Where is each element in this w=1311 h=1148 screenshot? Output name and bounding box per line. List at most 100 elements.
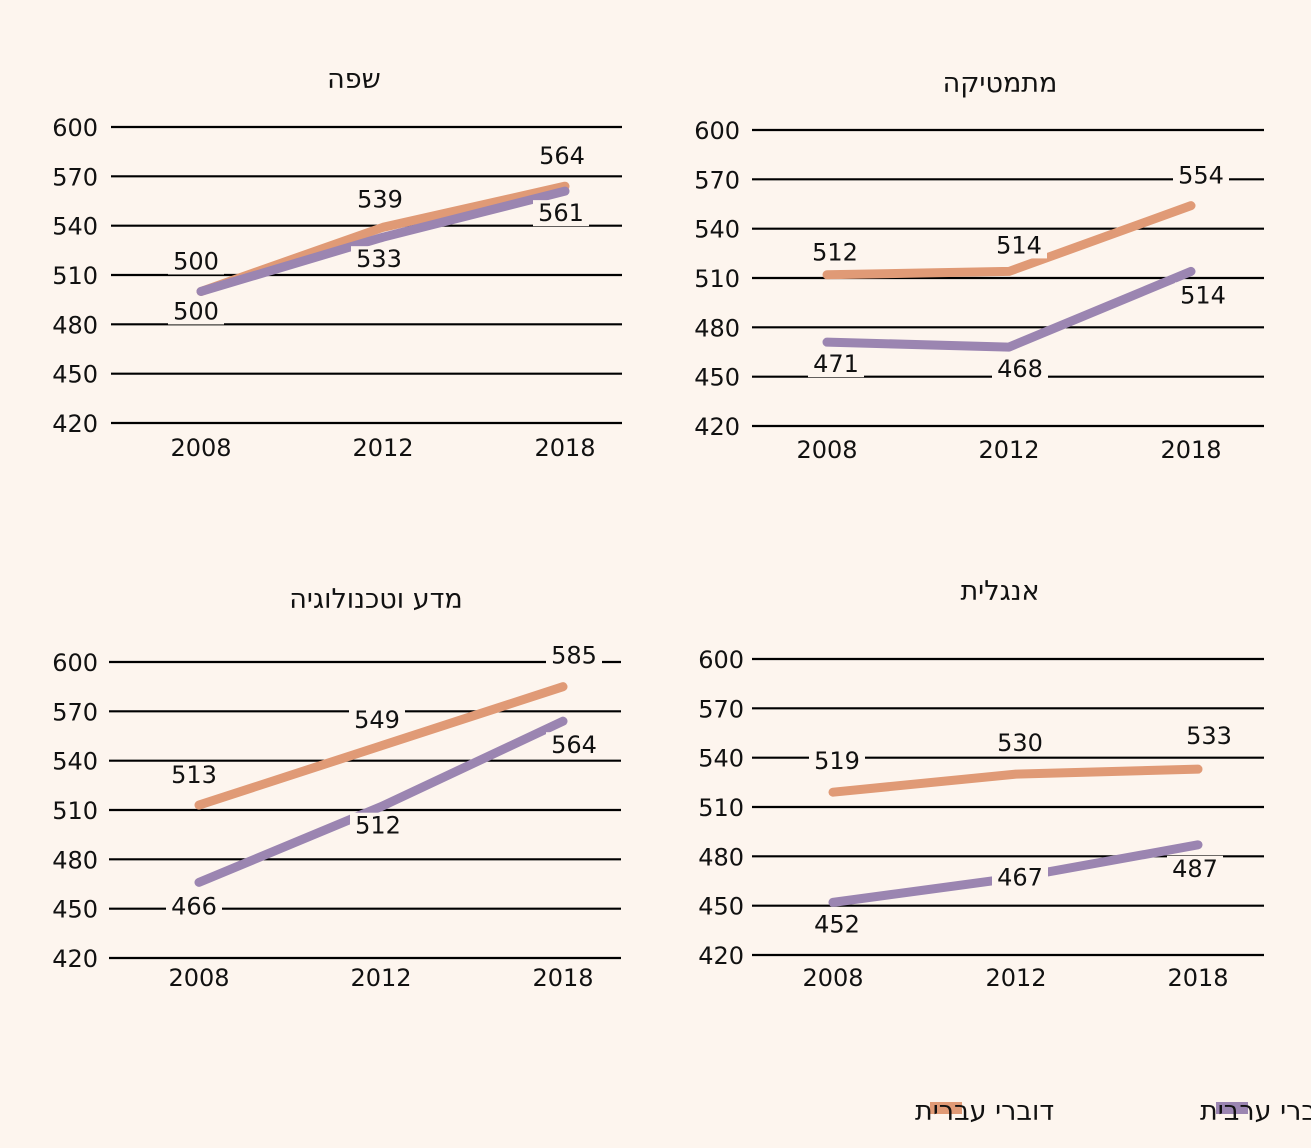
series-line-hebrew xyxy=(822,201,1196,280)
data-label-bg xyxy=(1175,282,1231,309)
y-tick-label: 420 xyxy=(52,945,98,973)
data-label-bg xyxy=(546,732,602,759)
data-label-bg xyxy=(350,812,406,839)
chart-title: מתמטיקה xyxy=(943,68,1058,99)
x-tick-label: 2008 xyxy=(168,964,229,992)
data-label-bg xyxy=(991,232,1047,259)
series-line-arabic xyxy=(196,186,570,296)
y-tick-label: 600 xyxy=(698,646,744,674)
y-tick-label: 570 xyxy=(52,698,98,726)
x-tick-label: 2008 xyxy=(802,964,863,992)
data-label-arabic: 533 xyxy=(356,245,402,273)
data-label-hebrew: 585 xyxy=(551,642,597,670)
y-tick-label: 450 xyxy=(52,361,98,389)
x-tick-label: 2012 xyxy=(978,436,1039,464)
data-label-arabic: 471 xyxy=(813,350,859,378)
x-tick-label: 2008 xyxy=(796,436,857,464)
data-label-bg xyxy=(992,356,1048,383)
series-line-hebrew xyxy=(828,764,1203,797)
legend-label-hebrew: דוברי עברית xyxy=(915,1096,1054,1127)
y-tick-label: 510 xyxy=(52,797,98,825)
y-tick-label: 480 xyxy=(698,843,744,871)
y-tick-label: 570 xyxy=(52,163,98,191)
y-tick-label: 510 xyxy=(698,794,744,822)
data-label-arabic: 514 xyxy=(1180,281,1226,309)
data-label-bg xyxy=(992,730,1048,757)
y-tick-label: 570 xyxy=(698,695,744,723)
legend-label-arabic: דוברי ערבית xyxy=(1200,1096,1311,1127)
chart-title: אנגלית xyxy=(960,576,1039,607)
data-label-arabic: 500 xyxy=(173,297,219,325)
legend-swatch-arabic xyxy=(1216,1102,1248,1114)
data-label-bg xyxy=(533,200,589,227)
data-label-bg xyxy=(349,706,405,733)
data-label-bg xyxy=(808,351,864,378)
data-label-hebrew: 512 xyxy=(812,239,858,267)
data-label-arabic: 512 xyxy=(355,812,401,840)
data-label-bg xyxy=(807,239,863,266)
y-tick-label: 600 xyxy=(52,649,98,677)
y-tick-label: 420 xyxy=(52,410,98,438)
x-tick-label: 2012 xyxy=(352,434,413,462)
y-tick-label: 540 xyxy=(52,213,98,241)
legend-item-arabic: דוברי ערבית xyxy=(1200,1096,1311,1127)
data-label-hebrew: 513 xyxy=(171,761,217,789)
x-tick-label: 2012 xyxy=(985,964,1046,992)
y-tick-label: 540 xyxy=(694,216,740,244)
data-label-hebrew: 514 xyxy=(996,231,1042,259)
data-label-bg xyxy=(166,762,222,789)
data-label-bg xyxy=(534,143,590,170)
data-label-bg xyxy=(546,642,602,669)
y-tick-label: 540 xyxy=(52,748,98,776)
data-label-bg xyxy=(809,748,865,775)
data-label-hebrew: 500 xyxy=(173,247,219,275)
data-label-hebrew: 539 xyxy=(357,185,403,213)
chart-panel-2: אנגלית 420 450 480 510 540 570 600 2008 2012 2018 5… xyxy=(698,576,1264,992)
data-label-bg xyxy=(352,186,408,213)
data-label-bg xyxy=(1173,162,1229,189)
x-tick-label: 2012 xyxy=(350,964,411,992)
y-tick-label: 480 xyxy=(694,314,740,342)
data-label-arabic: 467 xyxy=(997,864,1043,892)
data-label-arabic: 487 xyxy=(1172,855,1218,883)
x-tick-label: 2018 xyxy=(534,434,595,462)
charts-group: מתמטיקה 420 450 480 510 540 570 600 2008 2012 2018… xyxy=(52,64,1264,992)
chart-title: מדע וטכנולוגיה xyxy=(289,584,462,615)
data-label-hebrew: 554 xyxy=(1178,162,1224,190)
data-label-bg xyxy=(168,298,224,325)
chart-panel-0: מתמטיקה 420 450 480 510 540 570 600 2008 2012 2018… xyxy=(694,68,1264,464)
data-label-hebrew: 533 xyxy=(1186,722,1232,750)
series-line-arabic xyxy=(194,716,568,887)
data-label-arabic: 452 xyxy=(814,910,860,938)
legend-swatch-hebrew xyxy=(930,1102,962,1114)
x-tick-label: 2018 xyxy=(532,964,593,992)
y-tick-label: 480 xyxy=(52,846,98,874)
data-label-arabic: 466 xyxy=(171,892,217,920)
x-tick-label: 2008 xyxy=(170,434,231,462)
y-tick-label: 450 xyxy=(698,893,744,921)
data-label-arabic: 468 xyxy=(997,355,1043,383)
series-line-hebrew xyxy=(194,682,568,810)
data-label-hebrew: 549 xyxy=(354,706,400,734)
y-tick-label: 570 xyxy=(694,166,740,194)
data-label-bg xyxy=(168,248,224,275)
data-label-hebrew: 530 xyxy=(997,729,1043,757)
x-tick-label: 2018 xyxy=(1160,436,1221,464)
data-label-bg xyxy=(351,246,407,273)
y-tick-label: 420 xyxy=(694,413,740,441)
y-tick-label: 480 xyxy=(52,311,98,339)
data-label-bg xyxy=(166,893,222,920)
y-tick-label: 600 xyxy=(52,114,98,142)
data-label-hebrew: 519 xyxy=(814,747,860,775)
data-label-bg xyxy=(1181,723,1237,750)
chart-title: שפה xyxy=(327,64,381,95)
y-tick-label: 510 xyxy=(52,262,98,290)
series-line-arabic xyxy=(822,266,1196,352)
y-tick-label: 540 xyxy=(698,745,744,773)
data-label-bg xyxy=(1167,855,1223,882)
data-label-arabic: 561 xyxy=(538,199,584,227)
chart-panel-1: שפה 420 450 480 510 540 570 600 2008 2012 2018 500 5… xyxy=(52,64,622,462)
legend-item-hebrew: דוברי עברית xyxy=(915,1096,1054,1127)
y-tick-label: 600 xyxy=(694,117,740,145)
